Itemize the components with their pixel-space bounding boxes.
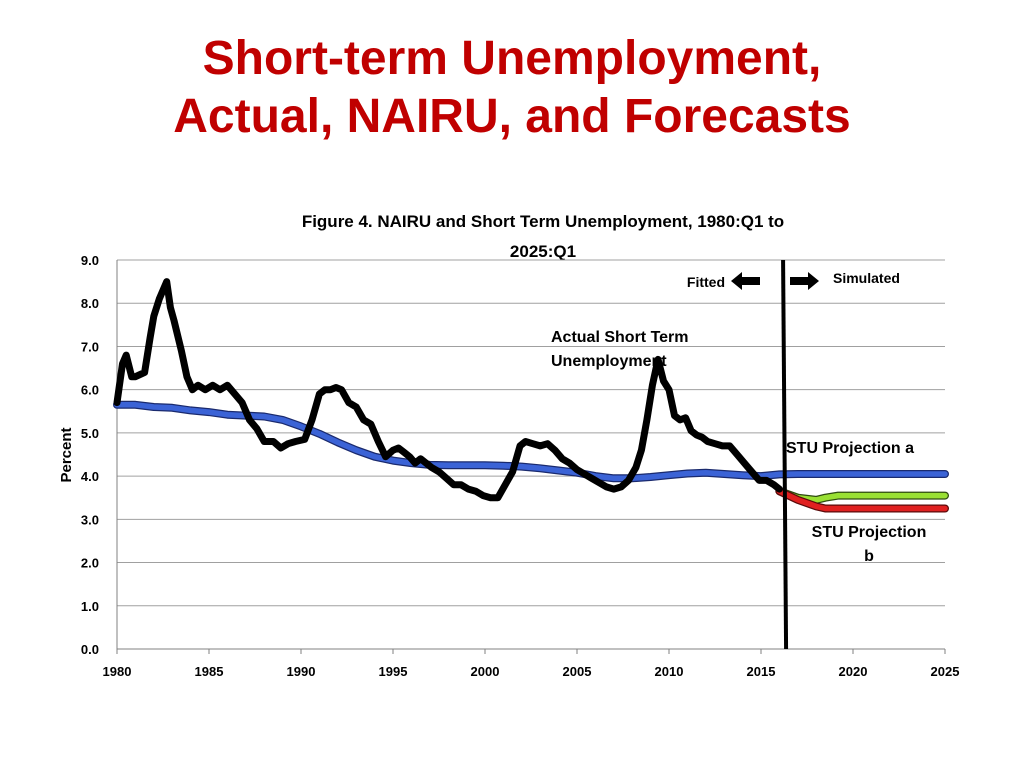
y-tick-label: 9.0 (81, 253, 99, 268)
x-axis-ticks: 1980 1985 1990 1995 2000 2005 2010 2015 2020 2025 (103, 649, 960, 679)
nairu-line (114, 402, 948, 482)
fitted-simulated-divider (781, 259, 789, 650)
actual-stu-line (113, 278, 783, 502)
simulated-label: Simulated (833, 270, 900, 286)
x-tick-label: 1980 (103, 664, 132, 679)
y-tick-label: 4.0 (81, 469, 99, 484)
x-tick-label: 2010 (655, 664, 684, 679)
x-tick-label: 2000 (471, 664, 500, 679)
x-tick-label: 2025 (931, 664, 960, 679)
y-tick-label: 8.0 (81, 296, 99, 311)
y-tick-label: 5.0 (81, 426, 99, 441)
gridlines (116, 259, 945, 650)
actual-label-line2: Unemployment (551, 353, 667, 370)
chart-title-line2: 2025:Q1 (510, 242, 576, 261)
projection-b-label-line1: STU Projection (812, 524, 927, 541)
projection-a-label: STU Projection a (786, 440, 914, 457)
y-tick-label: 1.0 (81, 599, 99, 614)
right-arrow-icon (790, 272, 819, 290)
left-arrow-icon (731, 272, 760, 290)
projection-b-label-line2: b (864, 548, 874, 565)
x-tick-label: 1995 (379, 664, 408, 679)
x-tick-label: 2005 (563, 664, 592, 679)
y-tick-label: 3.0 (81, 512, 99, 527)
actual-label-line1: Actual Short Term (551, 329, 689, 346)
y-tick-label: 6.0 (81, 383, 99, 398)
slide-title: Short-term Unemployment, Actual, NAIRU, … (0, 30, 1024, 146)
y-axis-ticks: 0.0 1.0 2.0 3.0 4.0 5.0 6.0 7.0 8.0 9.0 (81, 253, 99, 657)
projection-b-line (776, 488, 948, 512)
x-tick-label: 1990 (287, 664, 316, 679)
y-tick-label: 0.0 (81, 642, 99, 657)
x-tick-label: 2015 (747, 664, 776, 679)
slide-title-line2: Actual, NAIRU, and Forecasts (173, 90, 851, 143)
x-tick-label: 2020 (839, 664, 868, 679)
y-axis-label: Percent (58, 427, 75, 482)
series-lines (113, 278, 949, 513)
x-tick-label: 1985 (195, 664, 224, 679)
y-tick-label: 7.0 (81, 339, 99, 354)
chart-title-line1: Figure 4. NAIRU and Short Term Unemploym… (302, 212, 784, 231)
fitted-label: Fitted (687, 274, 725, 290)
y-tick-label: 2.0 (81, 556, 99, 571)
slide-title-line1: Short-term Unemployment, (202, 32, 822, 85)
